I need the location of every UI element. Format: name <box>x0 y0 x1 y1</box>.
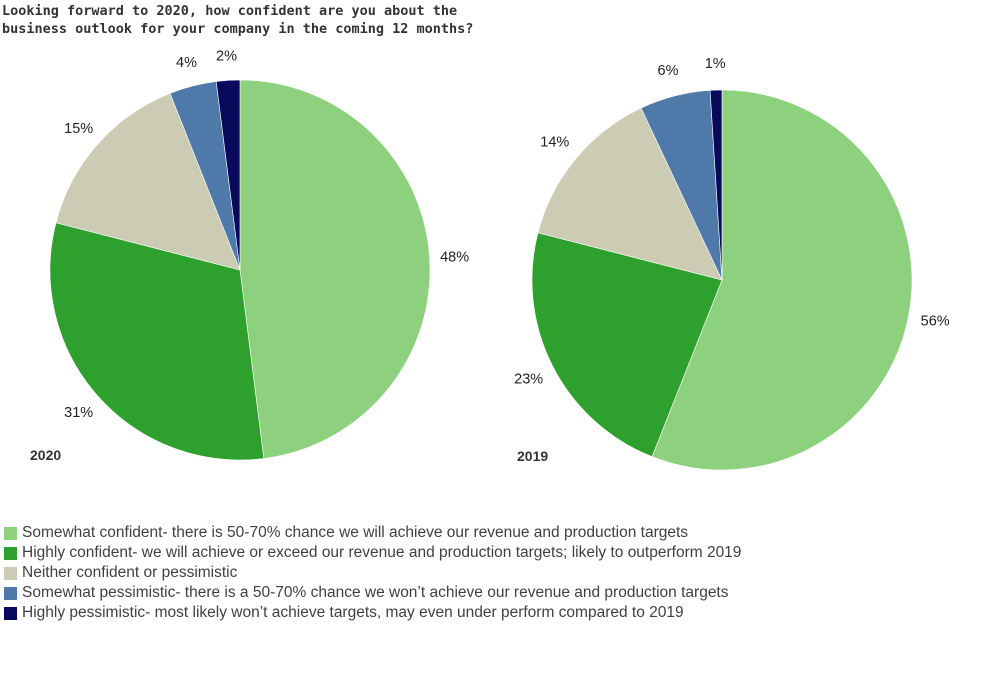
pie-label-2019-neither: 14% <box>540 135 569 151</box>
legend-label-highly-pessimistic: Highly pessimistic- most likely won’t ac… <box>22 604 684 621</box>
pie-label-2020-neither: 15% <box>64 121 93 137</box>
chart-title-line-2: business outlook for your company in the… <box>2 21 474 37</box>
pie-slice-2019-neither <box>537 107 723 281</box>
legend-label-somewhat-pessimistic: Somewhat pessimistic- there is a 50-70% … <box>22 584 729 601</box>
pie-label-2019-somewhat-confident: 56% <box>921 314 950 330</box>
legend-label-somewhat-confident: Somewhat confident- there is 50-70% chan… <box>22 524 689 541</box>
legend-swatch-highly-confident <box>4 546 17 560</box>
pie-label-2020-somewhat-pessimistic: 4% <box>176 55 197 71</box>
pie-title-2019: 2019 <box>517 448 548 464</box>
legend-swatch-highly-pessimistic <box>4 606 17 620</box>
pie-slice-2019-highly-pessimistic <box>709 89 723 281</box>
pie-slice-2019-highly-confident <box>531 232 723 458</box>
pie-slice-2020-somewhat-confident <box>239 79 431 459</box>
legend-item-neither: Neither confident or pessimistic <box>4 563 741 583</box>
pie-charts: 48% 31% 15% 4% 2% 2020 56% 23% 14% 6% 1% 2019 <box>30 48 950 471</box>
legend-swatch-somewhat-pessimistic <box>4 586 17 600</box>
legend-item-highly-pessimistic: Highly pessimistic- most likely won’t ac… <box>4 603 741 623</box>
legend-swatch-somewhat-confident <box>4 526 17 540</box>
pie-chart-2020: 48% 31% 15% 4% 2% <box>49 48 469 461</box>
pie-label-2019-highly-pessimistic: 1% <box>705 56 726 72</box>
legend: Somewhat confident- there is 50-70% chan… <box>4 523 741 623</box>
pie-chart-2019: 56% 23% 14% 6% 1% <box>514 56 950 471</box>
legend-item-somewhat-confident: Somewhat confident- there is 50-70% chan… <box>4 523 741 543</box>
legend-label-highly-confident: Highly confident- we will achieve or exc… <box>22 544 742 561</box>
pie-slice-2019-somewhat-confident <box>651 89 913 471</box>
pie-label-2020-highly-confident: 31% <box>64 405 93 421</box>
legend-item-somewhat-pessimistic: Somewhat pessimistic- there is a 50-70% … <box>4 583 741 603</box>
pie-label-2020-somewhat-confident: 48% <box>440 250 469 266</box>
pie-label-2019-somewhat-pessimistic: 6% <box>658 63 679 79</box>
pie-label-2020-highly-pessimistic: 2% <box>216 48 237 64</box>
pie-label-2019-highly-confident: 23% <box>514 372 543 388</box>
pie-title-2020: 2020 <box>30 447 61 463</box>
legend-item-highly-confident: Highly confident- we will achieve or exc… <box>4 543 741 563</box>
pie-slice-2020-highly-pessimistic <box>215 79 241 271</box>
legend-swatch-neither <box>4 566 17 580</box>
chart-title-line-1: Looking forward to 2020, how confident a… <box>2 3 458 19</box>
pie-slice-2020-neither <box>55 92 241 271</box>
pie-slice-2020-highly-confident <box>49 222 265 461</box>
chart-title: Looking forward to 2020, how confident a… <box>2 2 522 38</box>
legend-label-neither: Neither confident or pessimistic <box>22 564 238 581</box>
